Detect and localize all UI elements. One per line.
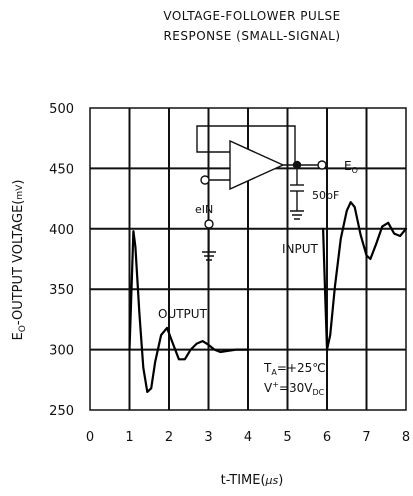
output-terminal bbox=[317, 160, 327, 170]
y-axis-label-unit: mV bbox=[15, 184, 25, 200]
plot-layer: 250 300 350 400 450 500 0 1 2 3 4 5 6 7 8 bbox=[49, 102, 410, 445]
annotation-ta-sub: A bbox=[271, 368, 277, 377]
y-axis-label-sub: O bbox=[18, 325, 28, 332]
y-tick-label-0: 250 bbox=[49, 404, 74, 419]
x-tick-label-1: 1 bbox=[125, 430, 133, 445]
x-tick-label-0: 0 bbox=[86, 430, 94, 445]
x-tick-label-4: 4 bbox=[244, 430, 252, 445]
x-tick-label-6: 6 bbox=[323, 430, 331, 445]
annotation-ta-main: T bbox=[263, 361, 272, 375]
annotation-cap: 50pF bbox=[312, 189, 339, 202]
y-axis-label-rest: -OUTPUT VOLTAGE( bbox=[11, 200, 26, 325]
annotation-ta: TA=+25℃ bbox=[263, 361, 326, 377]
y-axis-label-main: E bbox=[11, 332, 26, 340]
annotation-input: INPUT bbox=[282, 242, 319, 256]
y-axis-label-close: ) bbox=[11, 180, 26, 185]
annotation-output: OUTPUT bbox=[158, 307, 208, 321]
series-line-input bbox=[322, 201, 408, 351]
voltage-follower-schematic bbox=[196, 125, 327, 261]
x-tick-label-7: 7 bbox=[362, 430, 370, 445]
cap-ground bbox=[290, 210, 304, 220]
x-tick-label-8: 8 bbox=[402, 430, 410, 445]
x-axis-label-main: t-TIME( bbox=[221, 473, 266, 488]
input-terminal bbox=[200, 175, 210, 185]
ein-ground bbox=[202, 251, 216, 261]
x-tick-label-5: 5 bbox=[283, 430, 291, 445]
ein-terminal bbox=[204, 219, 214, 229]
annotation-supply-sub: DC bbox=[312, 388, 324, 397]
x-axis-label: t-TIME(μs) bbox=[221, 473, 284, 488]
opamp-symbol bbox=[229, 139, 285, 191]
series-line-output bbox=[128, 230, 250, 393]
y-tick-label-4: 450 bbox=[49, 162, 74, 177]
y-tick-label-3: 400 bbox=[49, 223, 74, 238]
annotation-ein: eIN bbox=[195, 203, 213, 216]
annotation-supply: V+=30VDC bbox=[264, 380, 325, 397]
y-tick-label-5: 500 bbox=[49, 102, 74, 117]
annotation-eo: EO bbox=[344, 159, 358, 175]
annotation-eo-sub: O bbox=[352, 166, 358, 175]
annotation-supply-rest: =30V bbox=[279, 381, 313, 395]
feedback-wire bbox=[196, 125, 296, 165]
x-axis-label-unit: μs bbox=[265, 474, 279, 487]
x-tick-label-3: 3 bbox=[204, 430, 212, 445]
x-tick-label-2: 2 bbox=[165, 430, 173, 445]
y-tick-label-2: 350 bbox=[49, 283, 74, 298]
chart-title-line1: VOLTAGE-FOLLOWER PULSE bbox=[163, 9, 340, 23]
annotation-supply-sup: + bbox=[272, 380, 279, 389]
annotation-supply-main: V bbox=[264, 381, 273, 395]
y-axis-label: EO-OUTPUT VOLTAGE(mV) bbox=[11, 180, 28, 341]
x-axis-label-close: ) bbox=[278, 473, 283, 488]
annotation-eo-main: E bbox=[344, 159, 352, 173]
y-tick-label-1: 300 bbox=[49, 344, 74, 359]
annotation-ta-rest: =+25℃ bbox=[277, 361, 326, 375]
chart-title-line2: RESPONSE (SMALL-SIGNAL) bbox=[163, 29, 340, 43]
